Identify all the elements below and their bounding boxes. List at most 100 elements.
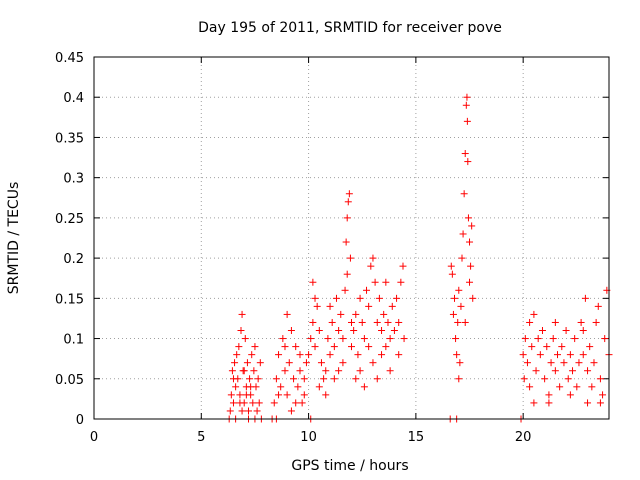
data-point (363, 286, 371, 294)
data-point (281, 367, 289, 375)
y-tick-label: 0.1 (63, 333, 84, 348)
data-point (296, 367, 304, 375)
data-point (360, 335, 368, 343)
data-point (573, 383, 581, 391)
data-point (254, 375, 262, 383)
data-point (373, 318, 381, 326)
data-point (315, 327, 323, 335)
data-point (352, 310, 360, 318)
data-point (346, 254, 354, 262)
data-point (521, 335, 529, 343)
data-point (449, 310, 457, 318)
data-point (393, 294, 401, 302)
data-point (579, 351, 587, 359)
x-tick-label: 20 (515, 430, 532, 445)
y-tick-labels: 0 0.05 0.1 0.15 0.2 0.25 0.3 0.35 0.4 0.45 (55, 51, 84, 428)
y-tick-label: 0.4 (63, 91, 84, 106)
data-point (275, 391, 283, 399)
data-point (256, 359, 264, 367)
data-point (459, 230, 467, 238)
data-point (307, 335, 315, 343)
data-point (400, 335, 408, 343)
data-point (248, 351, 256, 359)
data-point (320, 375, 328, 383)
data-point (571, 335, 579, 343)
data-point (335, 327, 343, 335)
y-tick-label: 0.3 (63, 172, 84, 187)
axis-ticks (93, 56, 609, 420)
data-point (448, 270, 456, 278)
y-tick-label: 0.35 (55, 131, 84, 146)
data-point (279, 335, 287, 343)
data-point (337, 310, 345, 318)
data-point (311, 343, 319, 351)
data-points (225, 93, 613, 423)
data-point (551, 318, 559, 326)
data-point (236, 391, 244, 399)
data-point (558, 343, 566, 351)
chart-title: Day 195 of 2011, SRMTID for receiver pov… (198, 20, 502, 36)
data-point (468, 222, 476, 230)
data-point (246, 375, 254, 383)
data-point (566, 391, 574, 399)
data-point (466, 278, 474, 286)
data-point (599, 391, 607, 399)
data-point (229, 399, 237, 407)
data-point (285, 359, 293, 367)
x-tick-labels: 0 5 10 15 20 (90, 430, 532, 445)
data-point (328, 318, 336, 326)
data-point (556, 383, 564, 391)
data-point (545, 391, 553, 399)
y-tick-label: 0 (76, 413, 84, 428)
x-axis-label: GPS time / hours (291, 458, 408, 474)
data-point (352, 375, 360, 383)
data-point (461, 318, 469, 326)
data-point (326, 302, 334, 310)
data-point (386, 367, 394, 375)
data-point (569, 367, 577, 375)
data-point (350, 327, 358, 335)
data-point (300, 375, 308, 383)
data-point (305, 351, 313, 359)
x-tick-label: 15 (408, 430, 425, 445)
data-point (253, 407, 261, 415)
data-point (536, 351, 544, 359)
data-point (575, 359, 583, 367)
data-point (382, 278, 390, 286)
data-point (528, 343, 536, 351)
data-point (233, 351, 241, 359)
y-axis-label: SRMTID / TECUs (6, 182, 22, 295)
data-point (283, 310, 291, 318)
data-point (238, 407, 246, 415)
data-point (300, 391, 308, 399)
data-point (235, 343, 243, 351)
data-point (292, 399, 300, 407)
data-point (534, 335, 542, 343)
data-point (584, 399, 592, 407)
data-point (247, 383, 255, 391)
data-point (309, 278, 317, 286)
data-point (467, 262, 475, 270)
data-point (335, 367, 343, 375)
data-point (317, 359, 325, 367)
data-point (342, 238, 350, 246)
data-point (520, 375, 528, 383)
data-point (530, 399, 538, 407)
data-point (369, 254, 377, 262)
data-point (373, 375, 381, 383)
data-point (541, 375, 549, 383)
data-point (356, 367, 364, 375)
data-point (245, 407, 252, 415)
data-point (388, 302, 396, 310)
data-point (241, 335, 249, 343)
data-point (451, 294, 458, 302)
data-point (463, 93, 471, 101)
data-point (462, 101, 470, 109)
data-point (464, 214, 472, 222)
data-point (454, 318, 462, 326)
data-point (313, 302, 321, 310)
data-point (590, 359, 598, 367)
data-point (543, 343, 551, 351)
data-point (564, 375, 572, 383)
data-point (324, 335, 332, 343)
